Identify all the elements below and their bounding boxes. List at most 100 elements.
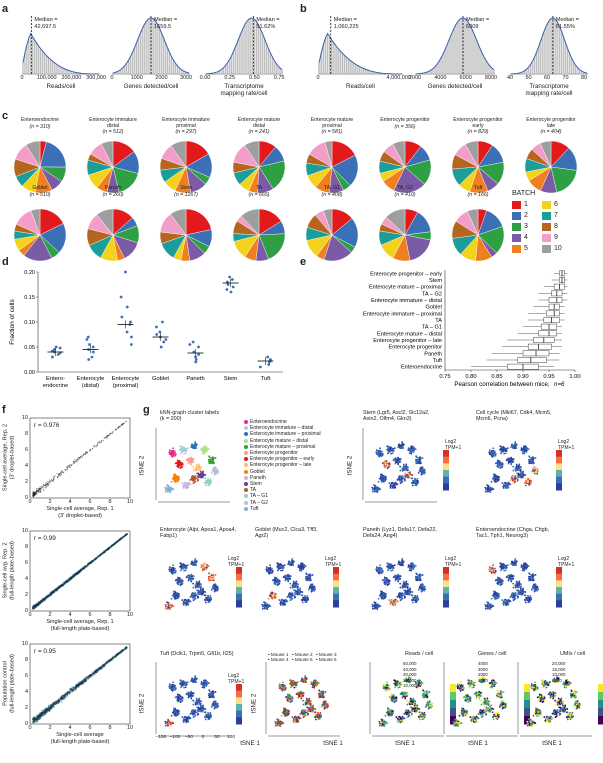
gene-point (83, 565, 86, 568)
gene-point (34, 604, 37, 607)
hist-bar (441, 56, 443, 74)
gene-point (118, 538, 121, 541)
gene-point (80, 682, 82, 685)
gene-point (51, 703, 53, 706)
gene-point (67, 691, 70, 693)
pie-title: Enterocyte mature distal (237, 117, 281, 129)
gene-point (75, 686, 78, 689)
gene-point (50, 592, 52, 595)
gene-point (124, 647, 127, 650)
gene-point (84, 453, 86, 455)
gene-point (36, 716, 38, 719)
gene-point (79, 569, 82, 571)
gene-point (98, 667, 101, 669)
gene-point (32, 607, 35, 610)
gene-point (103, 551, 106, 553)
gene-point (80, 569, 83, 572)
cell-point (410, 452, 413, 455)
gene-point (105, 661, 108, 664)
cell-point (505, 450, 507, 453)
gene-point (32, 720, 35, 723)
gene-point (56, 588, 59, 591)
gene-point (125, 533, 128, 536)
gene-point (89, 561, 92, 564)
gene-point (106, 661, 109, 664)
replicate-scatter (29, 643, 131, 725)
gene-point (33, 718, 36, 721)
knn-legend-dot (244, 506, 248, 511)
gene-point (89, 449, 91, 451)
gene-point (102, 439, 104, 441)
gene-point (99, 667, 101, 669)
gene-point (53, 702, 56, 705)
gene-point (59, 585, 62, 588)
gene-point (35, 491, 37, 493)
gene-point (119, 538, 122, 540)
gene-point (49, 707, 52, 710)
gene-point (60, 697, 63, 700)
gene-point (99, 666, 102, 669)
gene-point (44, 598, 47, 601)
cell-point (189, 462, 192, 464)
pie-slice (170, 140, 187, 168)
gene-point (115, 654, 118, 657)
knn-legend-label: Tuft (250, 505, 259, 512)
knn-legend-label: Goblet (250, 468, 265, 475)
gene-point (39, 713, 42, 716)
gene-point (32, 608, 35, 610)
gene-point (97, 668, 100, 671)
gene-point (117, 539, 119, 542)
gene-point (78, 569, 81, 572)
gene-point (60, 584, 63, 587)
gene-point (111, 544, 114, 546)
gene-point (67, 690, 70, 693)
y-tick-label: 6 (24, 560, 28, 566)
gene-point (53, 701, 56, 704)
hist-bar (242, 28, 244, 74)
gene-point (45, 707, 48, 710)
batch-pie (378, 208, 432, 262)
gene-point (63, 694, 66, 697)
gene-point (39, 714, 42, 717)
gene-point (40, 712, 43, 715)
gene-point (59, 585, 62, 587)
fraction-point (197, 353, 200, 356)
gene-point (91, 560, 93, 562)
cell-point (192, 465, 195, 468)
gene-point (106, 549, 109, 551)
x-tick-label: 0.85 (491, 374, 502, 380)
gene-point (40, 601, 43, 603)
gene-point (109, 545, 112, 548)
gene-point (98, 666, 100, 669)
gene-point (60, 474, 62, 476)
box-category-label: Enterocyte progenitor (389, 345, 443, 351)
fraction-point (191, 340, 195, 344)
gene-point (60, 696, 63, 699)
gene-point (52, 701, 55, 704)
cell-point (502, 483, 505, 486)
gene-point (103, 664, 106, 667)
gene-point (37, 603, 39, 606)
hist-bar (39, 48, 42, 74)
cell-point (420, 473, 423, 476)
gene-point (68, 578, 70, 581)
gene-point (45, 707, 48, 710)
gene-point (47, 707, 50, 710)
gene-point (87, 563, 89, 566)
gene-point (49, 592, 52, 595)
x-axis-label: Single-cell average (full-length plate-b… (50, 732, 110, 745)
gene-point (65, 466, 67, 468)
gene-point (55, 701, 58, 704)
hist-bar (475, 38, 477, 74)
gene-point (61, 700, 63, 703)
hist-bar (328, 36, 331, 74)
gene-point (33, 604, 36, 607)
gene-point (60, 473, 62, 475)
cell-point (179, 463, 182, 466)
gene-point (42, 598, 45, 601)
gene-point (45, 484, 47, 486)
gene-point (43, 483, 45, 485)
gene-point (64, 581, 67, 584)
gene-point (45, 710, 48, 712)
gene-point (91, 560, 94, 563)
